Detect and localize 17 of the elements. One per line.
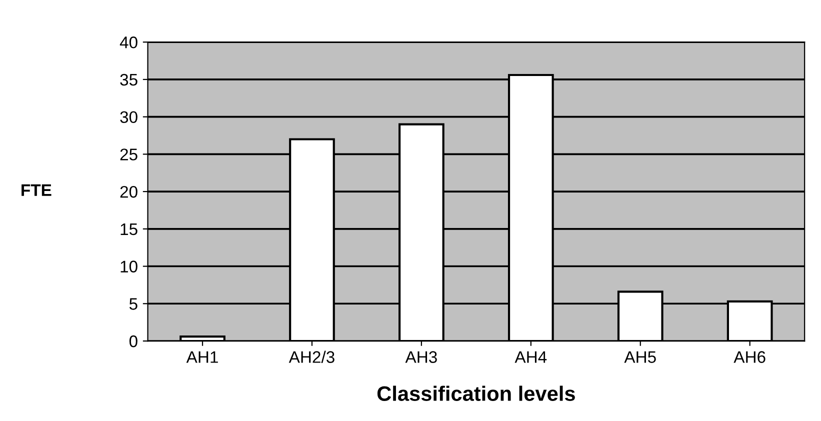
y-tick-label: 15: [120, 223, 138, 236]
x-tick-label: AH3: [405, 351, 437, 363]
x-tick-label: AH6: [734, 351, 766, 363]
y-tick-label: 10: [120, 260, 138, 272]
y-tick-label: 5: [129, 298, 138, 310]
y-axis-title: FTE: [22, 184, 52, 196]
x-axis-title: Classification levels: [377, 386, 575, 402]
y-tick-label: 30: [120, 111, 138, 124]
x-tick-label: AH1: [186, 351, 218, 363]
y-tick-label: 0: [129, 335, 138, 348]
x-tick-label: AH4: [514, 351, 547, 363]
x-tick-label: AH5: [624, 351, 656, 363]
x-tick-label: AH2/3: [288, 350, 334, 363]
y-tick-label: 40: [120, 36, 138, 48]
y-tick-label: 20: [120, 186, 138, 198]
y-tick-label: 35: [120, 74, 138, 86]
y-tick-label: 25: [120, 148, 138, 160]
